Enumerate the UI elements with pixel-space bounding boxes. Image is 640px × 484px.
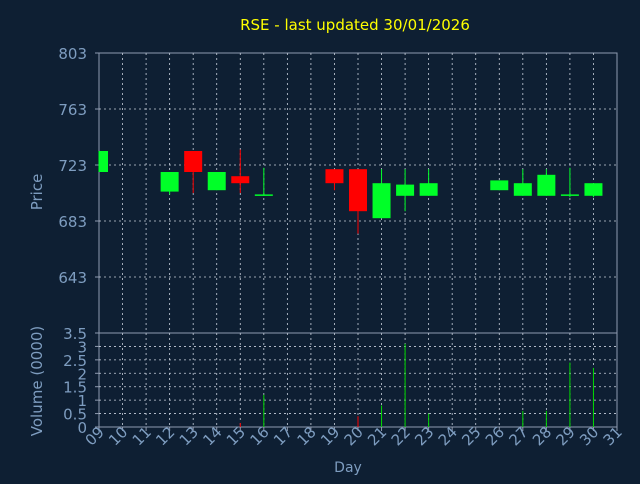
- volume-tick-label: 1.5: [63, 379, 87, 397]
- candle-body: [560, 194, 579, 196]
- candle-body: [207, 172, 226, 191]
- candle-13: [184, 151, 203, 193]
- price-tick-label: 763: [58, 101, 87, 119]
- candle-12: [160, 172, 179, 195]
- volume-tick-label: 2.5: [63, 352, 87, 370]
- candle-28: [537, 169, 556, 196]
- candle-body: [254, 194, 273, 196]
- price-tick-label: 683: [58, 213, 87, 231]
- candle-body: [513, 183, 532, 196]
- price-tick-label: 723: [58, 157, 87, 175]
- candle-body: [231, 176, 250, 184]
- volume-axis-label: Volume (0000): [28, 326, 46, 436]
- volume-tick-label: 3.5: [63, 325, 87, 343]
- candle-body: [160, 172, 179, 192]
- price-panel: 643 683 723 763 803: [58, 45, 618, 334]
- volume-tick-label: 0: [77, 419, 87, 437]
- volume-tick-label: 0.5: [63, 406, 87, 424]
- price-tick-label: 803: [58, 45, 87, 63]
- volume-panel: 00.511.522.533.5091011121314151617181920…: [63, 325, 626, 449]
- candle-27: [513, 169, 532, 196]
- candle-20: [349, 169, 367, 234]
- candle-21: [372, 169, 391, 219]
- candle-29: [560, 167, 579, 198]
- candle-body: [396, 184, 415, 196]
- candle-body: [372, 183, 391, 219]
- chart-title: RSE - last updated 30/01/2026: [240, 16, 470, 34]
- price-axis-label: Price: [28, 174, 46, 211]
- candle-body: [419, 183, 438, 196]
- candle-body: [584, 183, 603, 196]
- volume-tick-label: 2: [77, 365, 87, 383]
- candle-22: [396, 169, 415, 212]
- candle-9: [98, 151, 108, 172]
- candle-16: [254, 167, 273, 196]
- volume-tick-label: 3: [77, 338, 87, 356]
- price-tick-label: 643: [58, 269, 87, 287]
- candle-body: [325, 169, 344, 184]
- candle-body: [349, 169, 367, 212]
- x-axis-label: Day: [334, 460, 362, 476]
- candle-body: [99, 151, 108, 172]
- candle-26: [490, 180, 509, 191]
- candle-15: [231, 149, 250, 193]
- candle-body: [184, 151, 203, 172]
- volume-tick-label: 1: [77, 392, 87, 410]
- candle-30: [584, 183, 603, 198]
- candle-23: [419, 169, 438, 196]
- candle-19: [325, 169, 344, 191]
- candle-body: [490, 180, 509, 191]
- candle-14: [207, 172, 226, 191]
- candle-body: [537, 174, 556, 196]
